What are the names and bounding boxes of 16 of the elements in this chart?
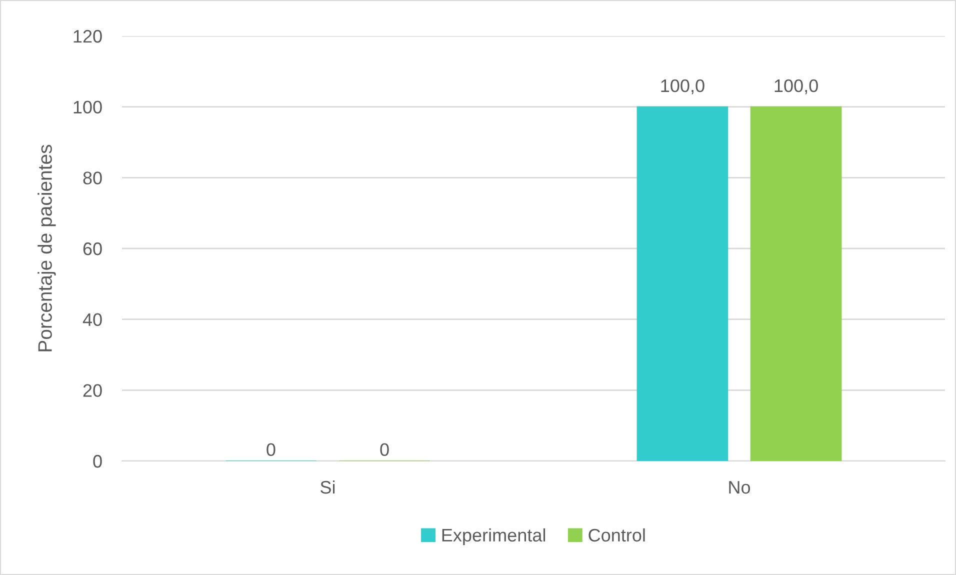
legend-label: Control <box>588 528 645 542</box>
data-label: 0 <box>380 443 389 456</box>
y-tick-label: 100 <box>74 100 102 114</box>
y-tick-label: 40 <box>82 313 102 326</box>
x-tick-label: No <box>729 481 750 494</box>
y-tick-label: 80 <box>83 172 102 184</box>
y-tick-label: 60 <box>83 242 102 256</box>
y-tick-label: 0 <box>93 454 102 468</box>
data-label: 100,0 <box>774 79 818 94</box>
data-label: 100,0 <box>661 79 704 94</box>
x-tick-label: Si <box>320 480 335 494</box>
data-label: 0 <box>266 443 276 456</box>
y-tick-label: 120 <box>74 30 102 43</box>
y-tick-label: 20 <box>83 384 102 397</box>
y-axis-title: Porcentaje de pacientes <box>38 144 56 352</box>
legend-label: Experimental <box>442 528 546 546</box>
